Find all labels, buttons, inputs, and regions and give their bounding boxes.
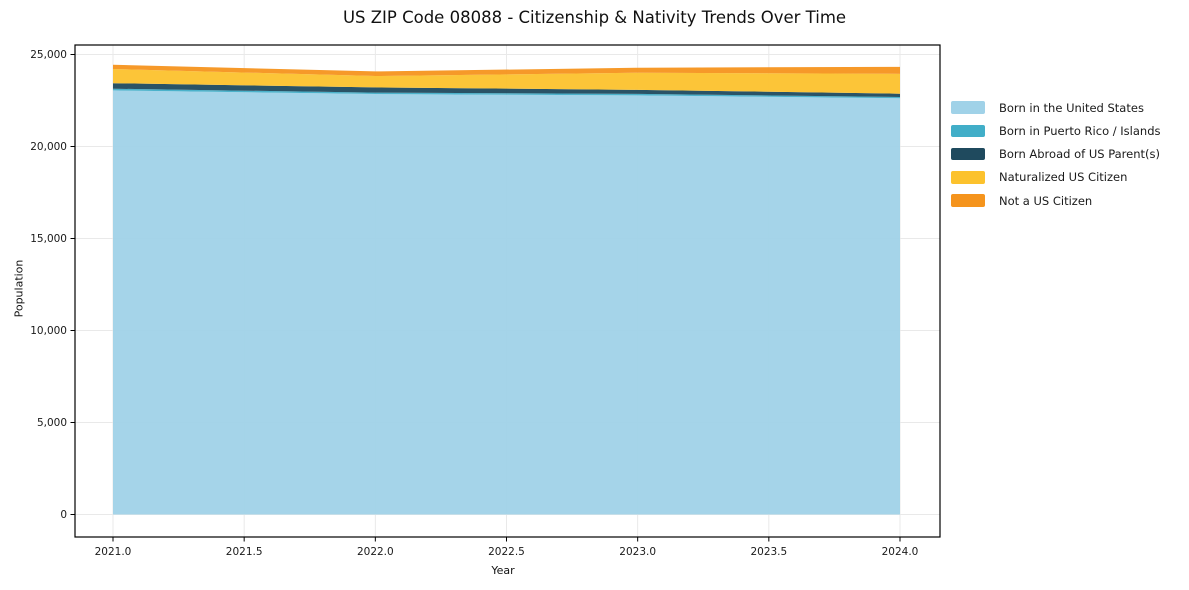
area-series <box>113 90 900 515</box>
legend-label: Not a US Citizen <box>999 193 1093 208</box>
legend-item: Born Abroad of US Parent(s) <box>951 147 1161 162</box>
legend-swatch-naturalized <box>951 171 985 184</box>
x-tick-label: 2023.0 <box>619 546 656 558</box>
plot-border <box>74 44 941 538</box>
x-axis: 2021.0 2021.5 2022.0 2022.5 2023.0 2023.5 2024… <box>95 537 919 558</box>
area-series <box>113 64 900 77</box>
y-tick-label: 20,000 <box>30 141 67 153</box>
y-tick-label: 0 <box>60 509 67 521</box>
legend-label: Born in Puerto Rico / Islands <box>999 123 1161 138</box>
legend-label: Born Abroad of US Parent(s) <box>999 147 1160 162</box>
legend-item: Born in the United States <box>951 100 1161 115</box>
legend-item: Born in Puerto Rico / Islands <box>951 123 1161 138</box>
x-tick-label: 2023.5 <box>750 546 787 558</box>
legend-item: Not a US Citizen <box>951 193 1161 208</box>
y-axis-label: Population <box>12 259 26 318</box>
x-axis-label: Year <box>491 564 515 577</box>
x-tick-label: 2022.5 <box>488 546 525 558</box>
y-tick-label: 5,000 <box>37 417 67 429</box>
x-tick-label: 2022.0 <box>357 546 394 558</box>
legend-swatch-not-citizen <box>951 194 985 207</box>
legend-label: Born in the United States <box>999 100 1144 115</box>
x-tick-label: 2021.5 <box>226 546 263 558</box>
x-tick-label: 2024.0 <box>882 546 919 558</box>
legend: Born in the United States Born in Puerto… <box>951 101 1161 217</box>
legend-item: Naturalized US Citizen <box>951 170 1161 185</box>
y-tick-label: 25,000 <box>30 49 67 61</box>
stacked-areas <box>113 64 900 515</box>
legend-label: Naturalized US Citizen <box>999 170 1128 185</box>
chart-title: US ZIP Code 08088 - Citizenship & Nativi… <box>342 8 847 27</box>
y-tick-label: 10,000 <box>30 325 67 337</box>
legend-swatch-born-in-us <box>951 101 985 114</box>
y-axis: 0 5,000 10,000 15,000 20,000 25,000 <box>30 49 75 521</box>
legend-swatch-puerto-rico <box>951 124 985 138</box>
x-tick-label: 2021.0 <box>95 546 132 558</box>
area-series <box>113 88 900 99</box>
area-series <box>113 83 900 98</box>
y-tick-label: 15,000 <box>30 233 67 245</box>
area-series <box>113 69 900 94</box>
legend-swatch-born-abroad <box>951 147 985 161</box>
